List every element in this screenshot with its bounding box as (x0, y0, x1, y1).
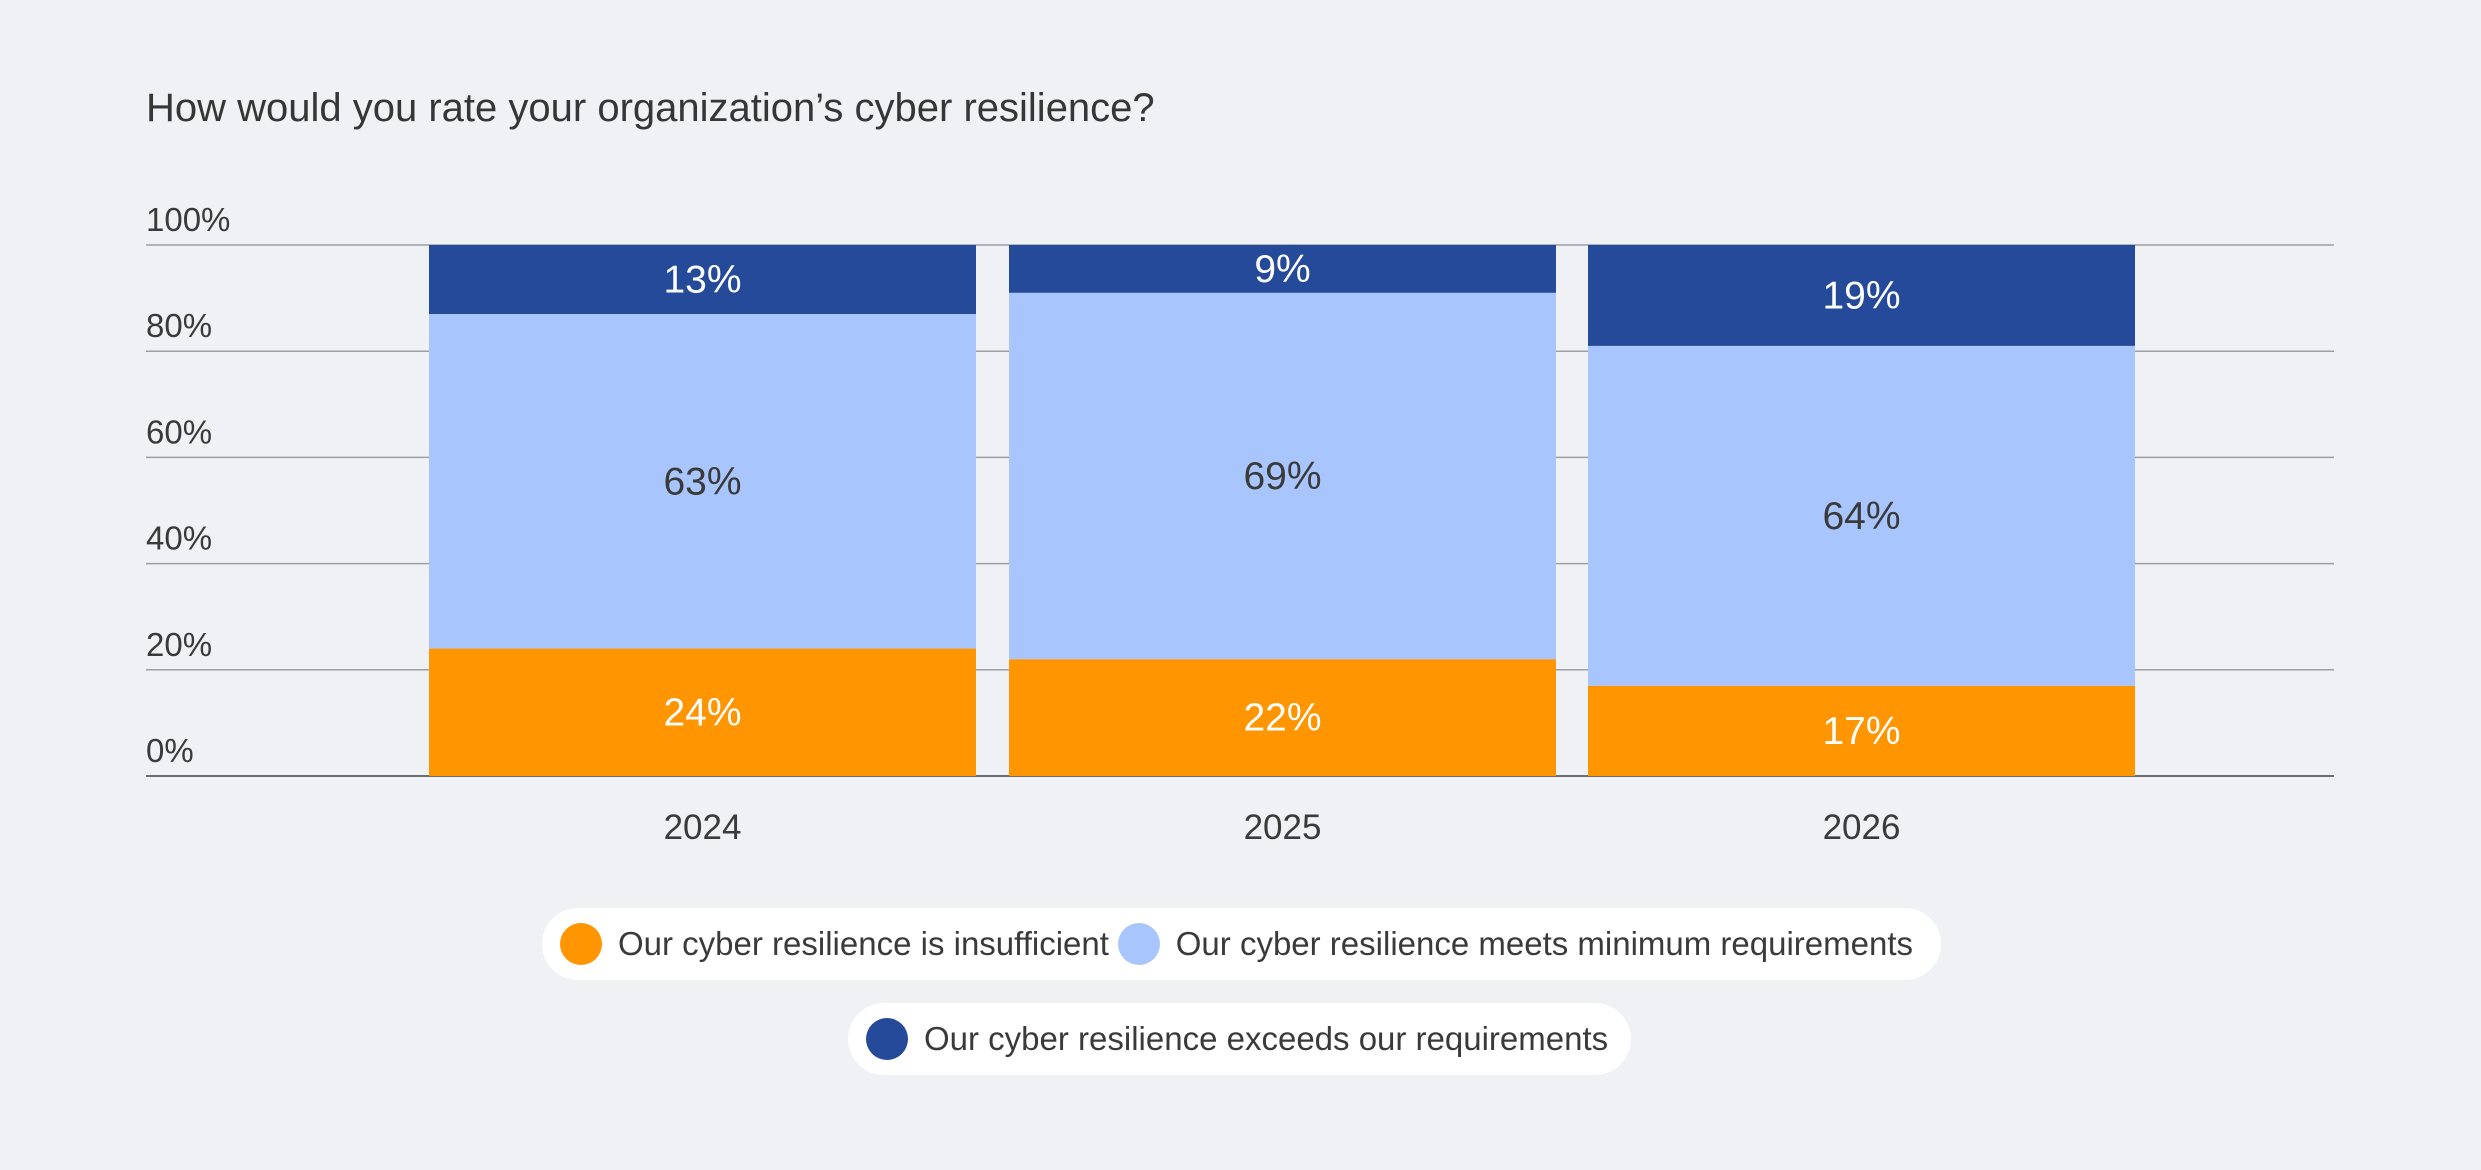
x-tick-label: 2025 (1244, 808, 1322, 847)
chart-title: How would you rate your organization’s c… (146, 86, 1155, 130)
bar-segment (1588, 245, 2135, 346)
y-tick-label: 60% (146, 413, 212, 450)
legend-swatch-meets-minimum (1117, 923, 1160, 965)
y-tick-label: 40% (146, 520, 212, 557)
x-axis-tick-labels: 2024 2025 2026 (664, 808, 1901, 847)
bar-segment (429, 245, 976, 315)
bar-value-label: 64% (1822, 495, 1900, 538)
legend-label-insufficient: Our cyber resilience is insufficient (618, 925, 1109, 962)
bar-segment (1009, 292, 1556, 660)
x-tick-label: 2026 (1823, 808, 1901, 847)
bar-segment (1588, 685, 2135, 776)
x-tick-label: 2024 (664, 808, 742, 847)
bar-value-label: 63% (663, 460, 741, 503)
y-tick-label: 80% (146, 307, 212, 344)
y-tick-label: 100% (146, 201, 230, 238)
bar-value-label: 13% (663, 259, 741, 302)
bar-value-label: 9% (1254, 248, 1310, 291)
y-tick-label: 20% (146, 626, 212, 663)
legend-item-insufficient: Our cyber resilience is insufficient (560, 923, 1109, 965)
stacked-bar-chart: 0% 20% 40% 60% 80% 100% 24% 63% 13% 22% 69% 9% 17% 6… (146, 201, 2334, 847)
bar-segment (1009, 659, 1556, 776)
legend-swatch-insufficient (560, 923, 602, 965)
bar-segment (429, 314, 976, 649)
bar-segment (1588, 345, 2135, 686)
bar-value-label: 19% (1822, 274, 1900, 317)
bars (429, 245, 2135, 776)
bar-value-labels: 24% 63% 13% 22% 69% 9% 17% 64% 19% (663, 248, 1900, 753)
legend-row-1: Our cyber resilience is insufficient Our… (542, 908, 1941, 980)
legend-row-2: Our cyber resilience exceeds our require… (848, 1003, 1631, 1075)
legend-item-exceeds: Our cyber resilience exceeds our require… (866, 1018, 1608, 1060)
bar-value-label: 17% (1822, 710, 1900, 753)
bar-value-label: 69% (1243, 455, 1321, 498)
bar-value-label: 22% (1243, 697, 1321, 740)
y-axis-tick-labels: 0% 20% 40% 60% 80% 100% (146, 201, 230, 769)
bar-segment (429, 648, 976, 776)
y-tick-label: 0% (146, 732, 194, 769)
legend-swatch-exceeds (866, 1018, 908, 1060)
bar-value-label: 24% (663, 691, 741, 734)
bar-segment (1009, 245, 1556, 293)
legend-label-meets-minimum: Our cyber resilience meets minimum requi… (1175, 925, 1913, 962)
legend-item-meets-minimum: Our cyber resilience meets minimum requi… (1117, 923, 1913, 965)
legend-label-exceeds: Our cyber resilience exceeds our require… (924, 1020, 1609, 1057)
